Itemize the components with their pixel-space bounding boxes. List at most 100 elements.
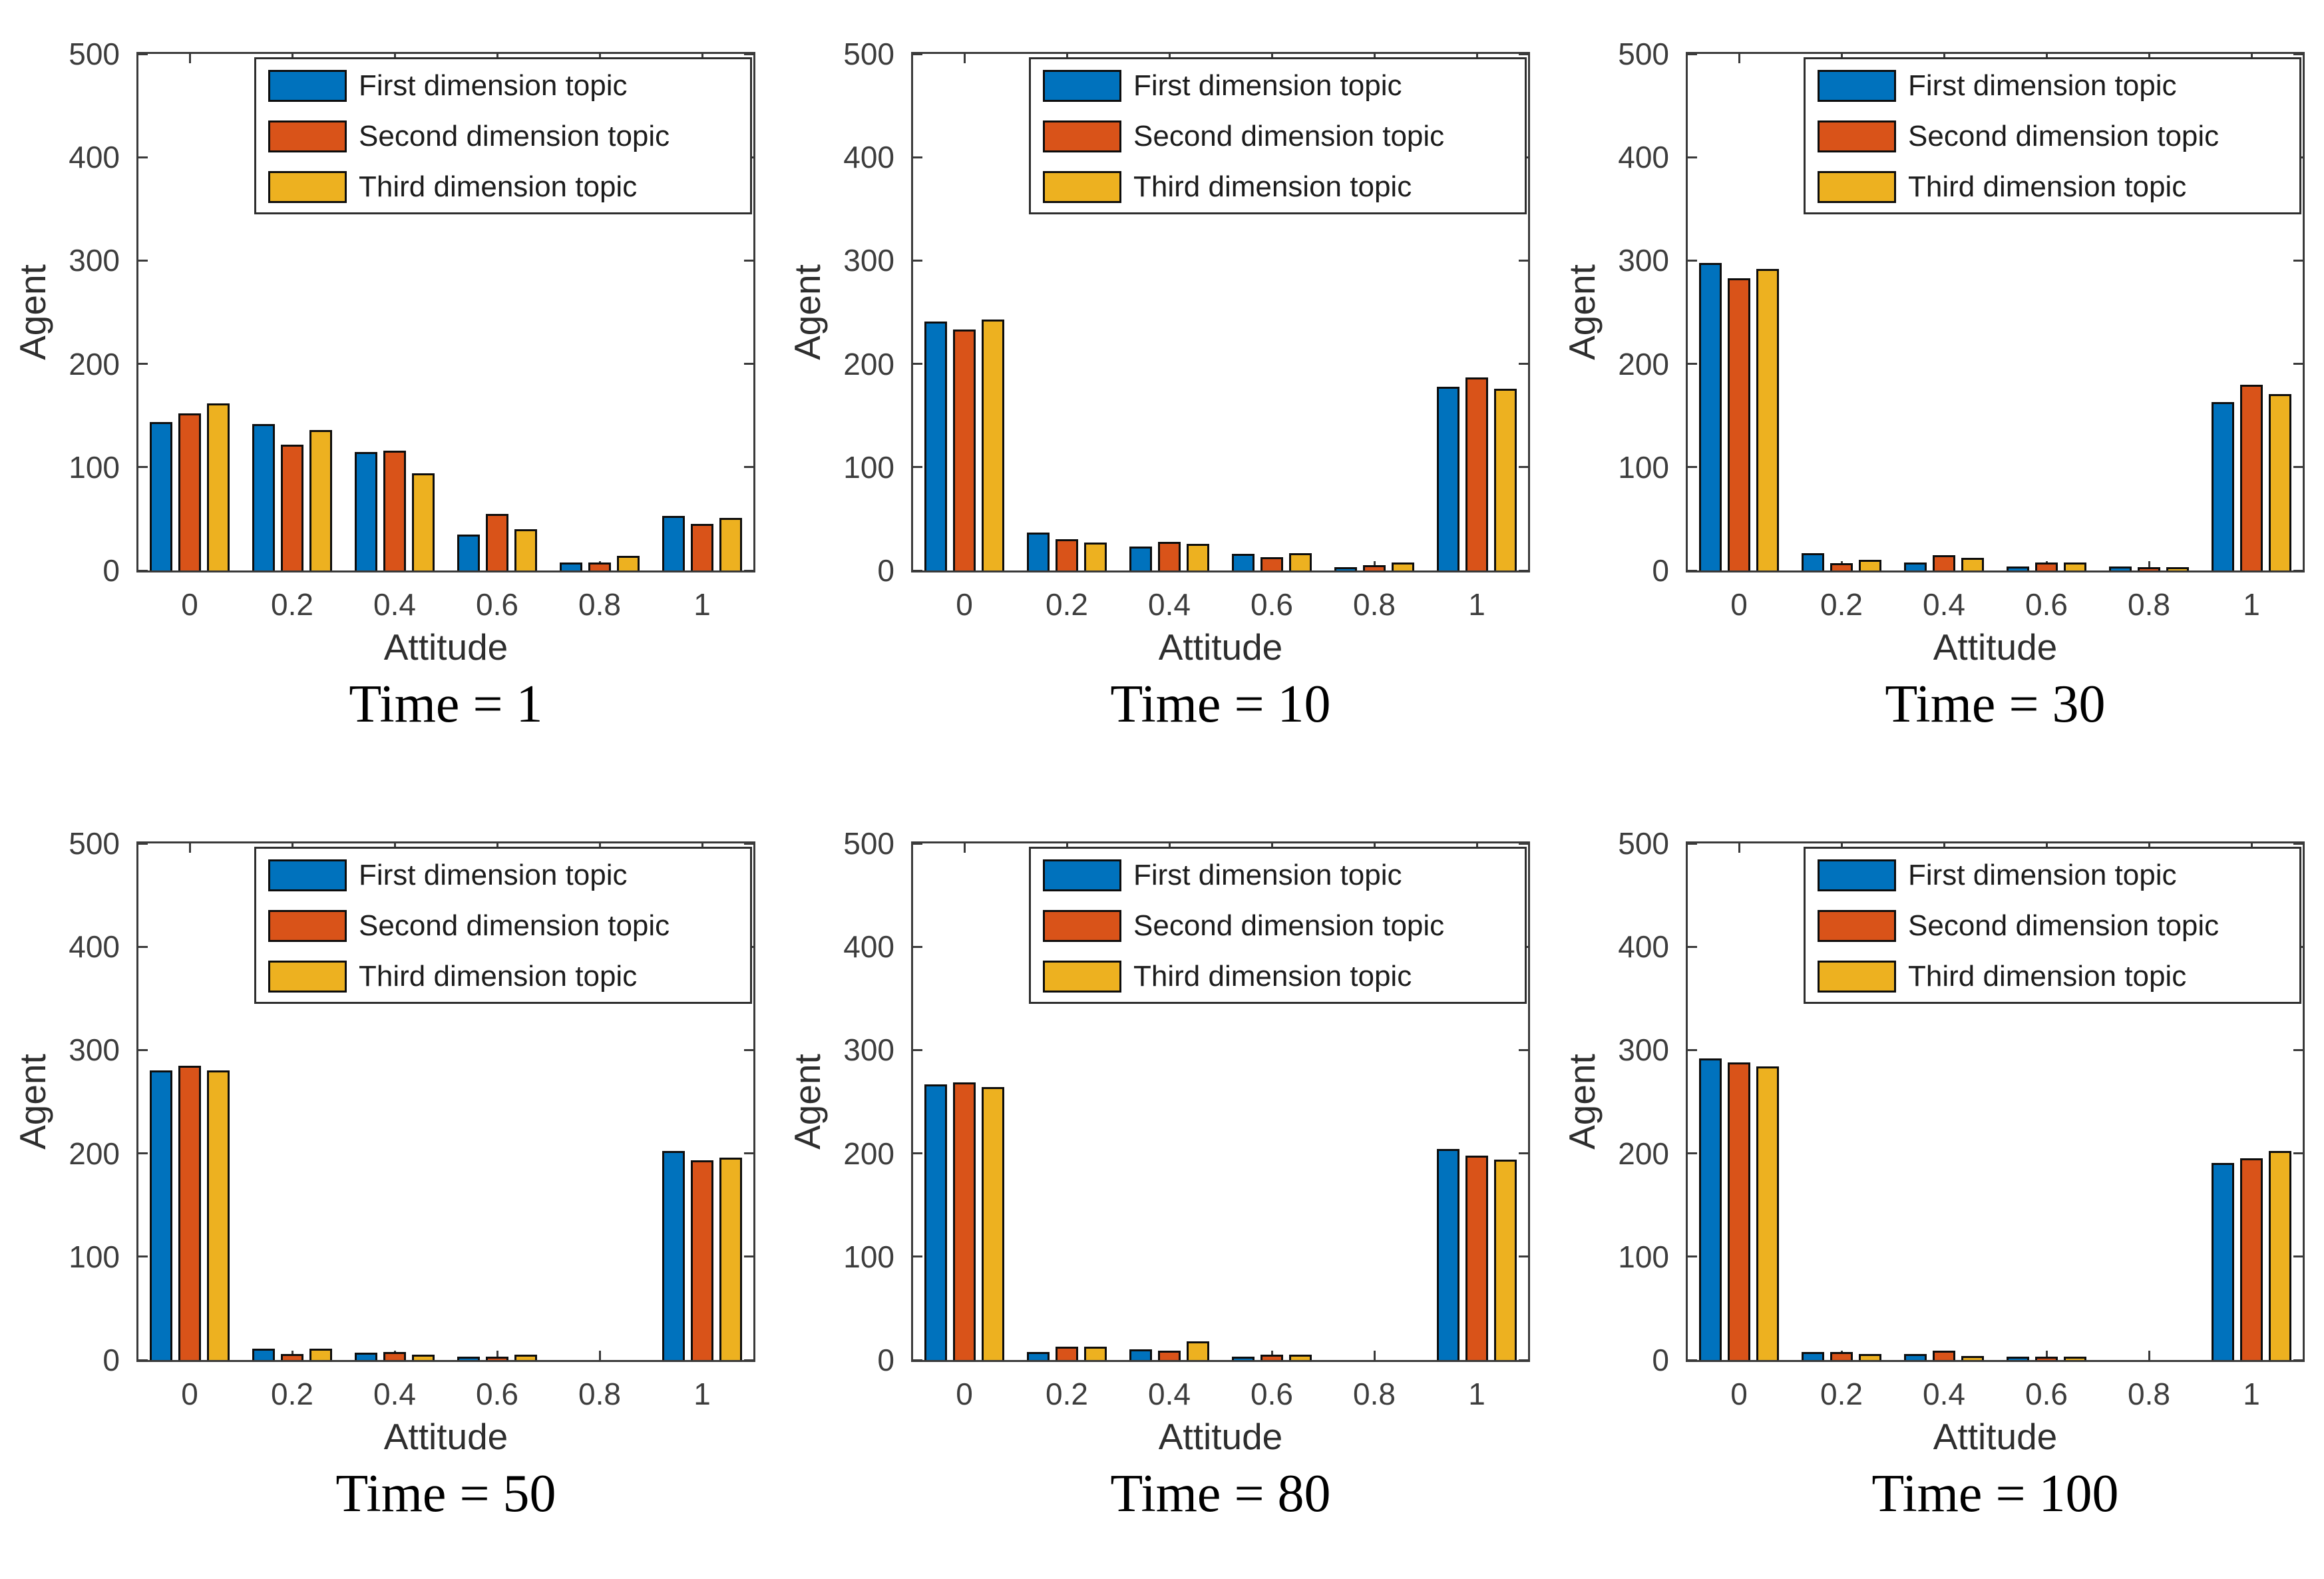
legend-item: First dimension topic bbox=[1818, 69, 2176, 103]
y-tick-mark bbox=[2293, 842, 2303, 845]
bar bbox=[924, 322, 947, 570]
bar bbox=[2240, 1158, 2263, 1360]
bar bbox=[412, 473, 435, 570]
legend-label: Second dimension topic bbox=[1133, 120, 1445, 152]
xtick-label: 0.8 bbox=[578, 1377, 621, 1411]
y-tick-mark bbox=[1519, 53, 1528, 55]
xtick-label: 0.2 bbox=[271, 587, 313, 622]
y-tick-mark bbox=[138, 1255, 148, 1258]
xtick-label: 0 bbox=[956, 1377, 973, 1411]
y-tick-mark bbox=[1688, 945, 1697, 948]
xtick-label: 0.4 bbox=[1923, 1377, 1965, 1411]
bar bbox=[1859, 1354, 1881, 1360]
legend-label: First dimension topic bbox=[359, 859, 628, 891]
ytick-label: 300 bbox=[843, 1032, 894, 1068]
legend-swatch bbox=[268, 910, 347, 942]
bar bbox=[1129, 547, 1152, 570]
bar bbox=[953, 330, 976, 570]
ytick-label: 400 bbox=[69, 140, 120, 175]
ytick-label: 500 bbox=[69, 37, 120, 71]
bar bbox=[1392, 563, 1414, 570]
y-tick-mark bbox=[138, 842, 148, 845]
ytick-label: 500 bbox=[1618, 37, 1669, 71]
bar bbox=[1728, 278, 1750, 570]
xtick-label: 0.6 bbox=[476, 587, 518, 622]
bar bbox=[309, 430, 332, 570]
bar bbox=[1334, 567, 1357, 570]
bar bbox=[1158, 542, 1181, 570]
y-tick-mark bbox=[1519, 259, 1528, 262]
bar bbox=[1802, 1352, 1824, 1360]
chart-title: Time = 80 bbox=[1110, 1465, 1331, 1523]
chart-title: Time = 100 bbox=[1871, 1465, 2119, 1523]
xtick-label: 0.8 bbox=[1353, 1377, 1396, 1411]
y-tick-mark bbox=[913, 945, 922, 948]
xtick-label: 0.6 bbox=[2025, 1377, 2068, 1411]
bar bbox=[1830, 1352, 1853, 1360]
y-tick-mark bbox=[2293, 53, 2303, 55]
y-tick-mark bbox=[1688, 842, 1697, 845]
bar bbox=[662, 1151, 685, 1360]
bar bbox=[1260, 1355, 1283, 1360]
legend-swatch bbox=[1043, 70, 1121, 102]
y-tick-mark bbox=[1688, 363, 1697, 365]
chart-panel-50: 0 100 200 300 400 500 0 0.2 0.4 0.6 0.8 1 Attitude Ag… bbox=[0, 790, 775, 1579]
bar bbox=[1363, 565, 1386, 570]
bar bbox=[1494, 1160, 1517, 1360]
ytick-label: 400 bbox=[1618, 140, 1669, 175]
xtick-label: 0.2 bbox=[271, 1377, 313, 1411]
xtick-label: 0.8 bbox=[1353, 587, 1396, 622]
xtick-label: 1 bbox=[693, 1377, 711, 1411]
bar bbox=[1084, 543, 1107, 570]
bar bbox=[2138, 567, 2160, 570]
bar bbox=[1933, 555, 1955, 570]
x-tick-mark bbox=[188, 843, 191, 853]
legend-label: Second dimension topic bbox=[1133, 909, 1445, 942]
y-axis-label: Agent bbox=[787, 264, 828, 360]
bar bbox=[924, 1084, 947, 1360]
ytick-label: 400 bbox=[1618, 929, 1669, 965]
legend-label: Third dimension topic bbox=[1133, 960, 1412, 993]
legend-swatch bbox=[1818, 70, 1896, 102]
y-tick-mark bbox=[138, 53, 148, 55]
ytick-label: 100 bbox=[1618, 449, 1669, 485]
legend-label: First dimension topic bbox=[1133, 859, 1402, 891]
ytick-label: 100 bbox=[1618, 1239, 1669, 1274]
legend: First dimension topic Second dimension to… bbox=[1029, 847, 1527, 1004]
x-axis-label: Attitude bbox=[383, 626, 508, 668]
xtick-label: 0.4 bbox=[373, 587, 416, 622]
bar bbox=[691, 524, 713, 570]
y-tick-mark bbox=[1688, 1152, 1697, 1155]
bar bbox=[691, 1160, 713, 1360]
legend-swatch bbox=[268, 70, 347, 102]
ytick-label: 500 bbox=[843, 826, 894, 861]
bar bbox=[617, 556, 640, 570]
bar bbox=[486, 1357, 508, 1360]
y-tick-mark bbox=[1519, 466, 1528, 469]
legend-item: Second dimension topic bbox=[1818, 909, 2219, 943]
bar bbox=[281, 1354, 303, 1360]
bar bbox=[2109, 566, 2132, 570]
bar bbox=[1465, 377, 1488, 570]
legend-label: Third dimension topic bbox=[1133, 170, 1412, 203]
x-tick-mark bbox=[496, 1351, 498, 1360]
y-tick-mark bbox=[138, 945, 148, 948]
legend-swatch bbox=[268, 120, 347, 152]
xtick-label: 0.2 bbox=[1820, 587, 1863, 622]
legend-item: Third dimension topic bbox=[1043, 959, 1412, 994]
legend-item: Third dimension topic bbox=[268, 170, 637, 204]
bar bbox=[1904, 563, 1927, 570]
legend-item: First dimension topic bbox=[1043, 69, 1402, 103]
xtick-label: 1 bbox=[1468, 587, 1485, 622]
legend-swatch bbox=[1043, 120, 1121, 152]
bar bbox=[719, 1158, 742, 1360]
legend-swatch bbox=[268, 859, 347, 891]
ytick-label: 300 bbox=[69, 1032, 120, 1068]
bar bbox=[2007, 566, 2029, 570]
y-tick-mark bbox=[1688, 1255, 1697, 1258]
ytick-label: 0 bbox=[1652, 1343, 1669, 1377]
ytick-label: 400 bbox=[843, 140, 894, 175]
legend-item: First dimension topic bbox=[1818, 858, 2176, 893]
y-tick-mark bbox=[138, 259, 148, 262]
